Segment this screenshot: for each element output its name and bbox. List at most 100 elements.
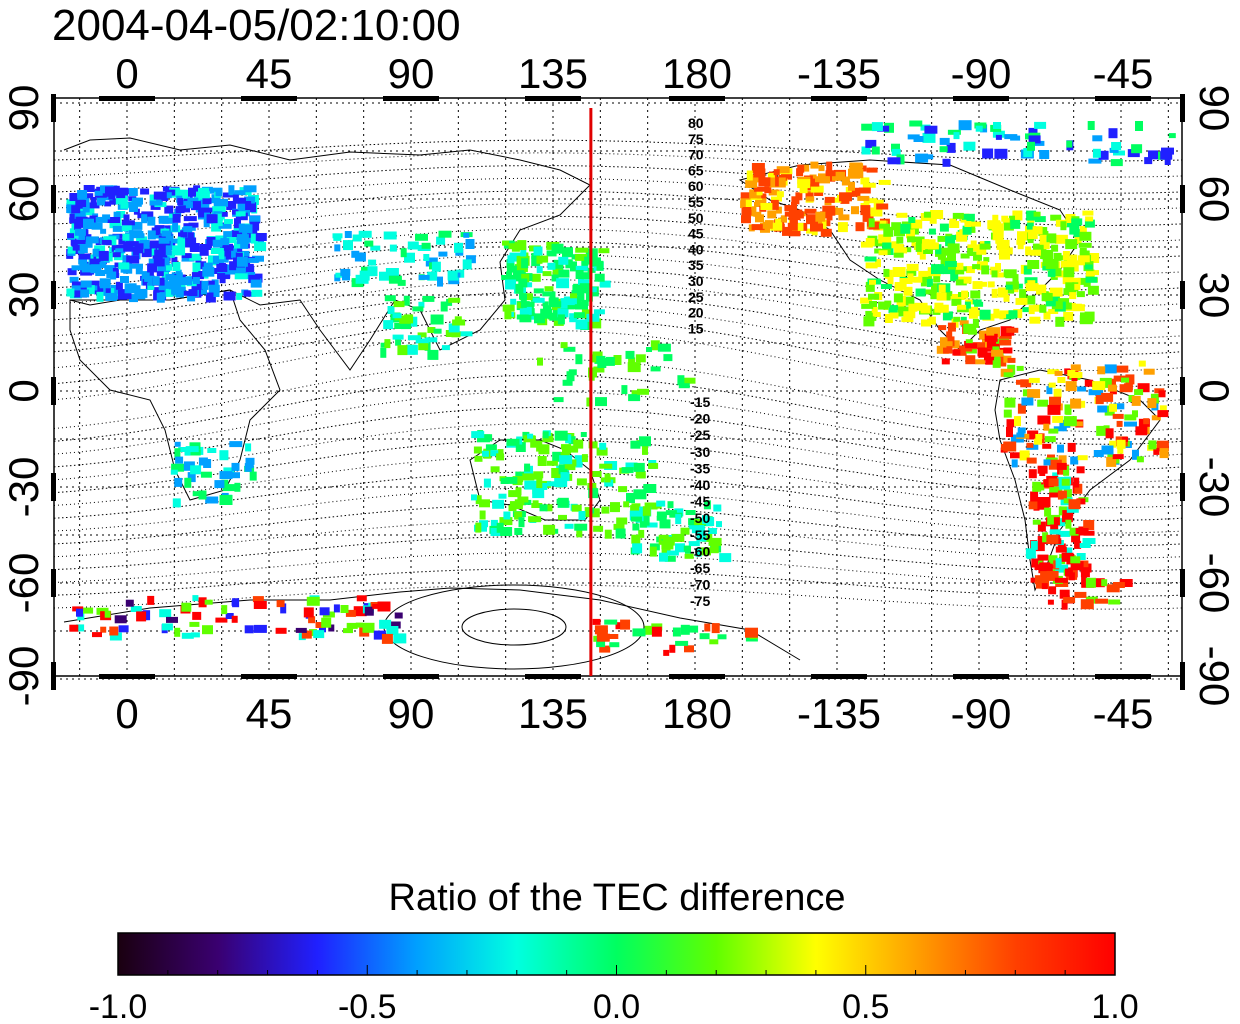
tec-patch: [595, 625, 608, 634]
tec-patch: [597, 634, 610, 642]
tec-patch: [81, 281, 92, 288]
tec-patch: [1049, 397, 1061, 406]
tec-patch: [1058, 491, 1067, 500]
tec-patch: [569, 369, 577, 375]
tec-patch: [1066, 141, 1072, 148]
tec-patch: [250, 472, 257, 481]
tec-patch: [959, 120, 972, 130]
tec-patch: [1113, 414, 1124, 419]
tec-patch: [1065, 569, 1073, 577]
tec-patch: [558, 257, 568, 265]
longitude-ticks-bottom: 0 45 90 135 180 -135 -90 -45: [99, 674, 1153, 737]
tec-patch: [743, 207, 752, 215]
tec-patch: [909, 121, 922, 127]
tec-patch: [202, 281, 209, 290]
tec-patch: [1071, 218, 1082, 225]
tec-patch: [1042, 444, 1051, 449]
tec-patch: [1069, 499, 1081, 509]
tec-patch: [1143, 418, 1149, 424]
lon-tick-mark: [1095, 674, 1151, 679]
tec-patch: [753, 169, 765, 178]
tec-patch: [1135, 426, 1147, 435]
tec-patch: [223, 484, 236, 491]
lat-tick-mark: [51, 281, 56, 309]
tec-patch: [215, 618, 227, 623]
tec-patch: [422, 243, 431, 249]
tec-patch: [631, 517, 642, 522]
tec-patch: [355, 253, 366, 262]
tec-patch: [838, 214, 849, 220]
tec-patch: [1111, 159, 1123, 166]
tec-patch: [1049, 478, 1059, 486]
tec-patch: [1088, 286, 1099, 295]
tec-patch: [1027, 458, 1037, 464]
tec-patch: [1086, 270, 1095, 276]
tec-patch: [296, 628, 307, 633]
tec-patch: [547, 461, 558, 466]
tec-patch: [642, 445, 648, 455]
colorbar-tick-label: 0.0: [593, 988, 640, 1024]
tec-patch: [147, 263, 157, 272]
tec-patch: [343, 628, 353, 633]
tec-patch: [503, 305, 515, 312]
tec-patch: [815, 176, 828, 182]
tec-patch: [1042, 293, 1053, 301]
tec-patch: [929, 317, 936, 325]
tec-patch: [549, 301, 561, 307]
tec-patch: [1047, 233, 1056, 243]
tec-patch: [394, 301, 405, 307]
tec-patch: [939, 305, 949, 313]
tec-patch: [970, 291, 980, 299]
tec-patch: [408, 242, 419, 250]
lon-tick-mark: [241, 674, 297, 679]
tec-patch: [999, 340, 1011, 346]
tec-patch: [1056, 558, 1062, 568]
tec-patch: [1134, 389, 1143, 395]
tec-patch: [745, 628, 758, 638]
tec-patch: [1043, 257, 1050, 266]
tec-patch: [851, 206, 859, 214]
tec-patch: [1116, 366, 1128, 373]
lat-tick-label: 30: [0, 272, 47, 319]
tec-patch: [73, 245, 80, 251]
tec-patch: [125, 283, 137, 293]
tec-patch: [345, 231, 352, 238]
geomag-label: 50: [688, 210, 704, 226]
tec-patch: [1006, 427, 1013, 437]
tec-patch: [747, 171, 753, 181]
tec-patch: [650, 547, 657, 557]
tec-patch: [1003, 348, 1012, 354]
tec-patch: [1085, 380, 1093, 387]
tec-patch: [491, 466, 500, 472]
tec-patch: [118, 262, 129, 269]
tec-patch: [913, 277, 922, 283]
lon-tick-mark: [669, 96, 725, 101]
tec-patch: [1035, 575, 1041, 584]
tec-patch: [883, 269, 889, 277]
tec-patch: [851, 163, 863, 168]
tec-patch: [1078, 455, 1088, 460]
tec-patch: [993, 230, 1004, 240]
tec-patch: [599, 464, 612, 469]
tec-patch: [643, 506, 651, 516]
tec-patch: [838, 222, 848, 232]
tec-patch: [172, 245, 185, 255]
tec-patch: [1042, 583, 1048, 589]
tec-patch: [517, 497, 528, 503]
lon-tick-label: -135: [797, 50, 881, 97]
tec-patch: [463, 259, 472, 269]
lon-tick-label: 0: [115, 50, 138, 97]
tec-patch: [1086, 277, 1098, 283]
tec-patch: [475, 456, 483, 462]
tec-patch: [652, 627, 662, 637]
tec-patch: [575, 248, 588, 253]
tec-patch: [1092, 381, 1105, 390]
tec-patch: [1148, 150, 1158, 159]
tec-patch: [533, 471, 543, 478]
tec-patch: [175, 442, 181, 447]
tec-patch: [599, 443, 606, 450]
tec-patch: [216, 190, 223, 196]
tec-patch: [660, 519, 671, 528]
tec-patch: [229, 441, 242, 447]
colorbar-title: Ratio of the TEC difference: [389, 877, 846, 919]
